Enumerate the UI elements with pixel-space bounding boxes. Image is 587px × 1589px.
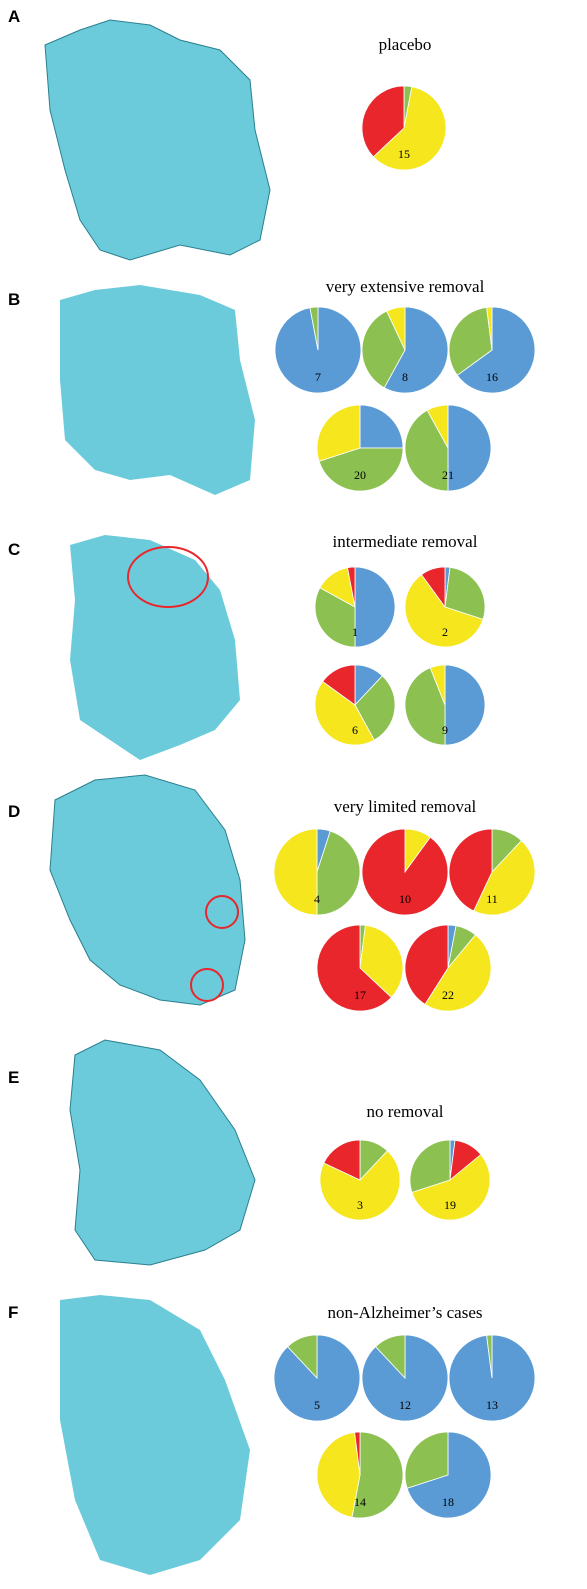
pie-slice bbox=[314, 680, 375, 746]
case-label: 5 bbox=[314, 1398, 320, 1412]
case-label: 18 bbox=[442, 1495, 454, 1509]
pie-slice bbox=[323, 1139, 361, 1181]
case-label: 2 bbox=[442, 625, 448, 639]
pie-slice bbox=[386, 306, 406, 351]
case-label: 1 bbox=[352, 625, 358, 639]
highlight-circle bbox=[127, 546, 209, 608]
case-label: 21 bbox=[442, 468, 454, 482]
panel-letter: C bbox=[8, 540, 20, 559]
panel-title: very limited removal bbox=[334, 797, 477, 816]
pie-slice bbox=[361, 85, 405, 158]
pie-slice bbox=[447, 404, 492, 492]
panel-letter: D bbox=[8, 802, 20, 821]
pie-slice bbox=[351, 1431, 404, 1519]
pie-slice bbox=[354, 566, 396, 648]
case-label: 12 bbox=[399, 1398, 411, 1412]
pie-slice bbox=[473, 840, 536, 916]
case-label: 15 bbox=[398, 147, 410, 161]
brain-section bbox=[60, 285, 255, 495]
pie-slice bbox=[429, 664, 446, 706]
case-label: 8 bbox=[402, 370, 408, 384]
pie-slice bbox=[409, 1139, 451, 1193]
pie-slice bbox=[361, 310, 406, 389]
case-label: 19 bbox=[444, 1198, 456, 1212]
pie-slice bbox=[314, 587, 356, 648]
pie-slice bbox=[404, 574, 484, 648]
pie-slice bbox=[318, 447, 404, 492]
pie-slice bbox=[316, 404, 361, 462]
pie-slice bbox=[316, 830, 361, 916]
pie-slice bbox=[456, 306, 536, 394]
panel-title: no removal bbox=[367, 1102, 444, 1121]
pie-slice bbox=[273, 828, 318, 916]
case-label: 20 bbox=[354, 468, 366, 482]
case-label: 10 bbox=[399, 892, 411, 906]
brain-section bbox=[69, 1039, 256, 1266]
panel-title: intermediate removal bbox=[333, 532, 478, 551]
panel-letter: E bbox=[8, 1068, 19, 1087]
highlight-circle bbox=[190, 968, 224, 1002]
panel-letter: F bbox=[8, 1303, 18, 1322]
pie-slice bbox=[444, 664, 486, 746]
case-label: 16 bbox=[486, 370, 498, 384]
pie-slice bbox=[374, 1334, 406, 1380]
pie-slice bbox=[404, 667, 446, 746]
pie-slice bbox=[404, 1431, 449, 1489]
pie-slice bbox=[319, 1150, 401, 1221]
pie-slice bbox=[404, 409, 449, 492]
panel-title: non-Alzheimer’s cases bbox=[328, 1303, 483, 1322]
pie-slice bbox=[354, 675, 396, 741]
pie-slice bbox=[420, 566, 446, 609]
pie-slice bbox=[404, 924, 449, 1005]
pie-slice bbox=[486, 306, 493, 351]
panel-letter: B bbox=[8, 290, 20, 309]
pie-slice bbox=[361, 828, 449, 916]
case-label: 7 bbox=[315, 370, 321, 384]
panel-title: very extensive removal bbox=[326, 277, 485, 296]
case-label: 4 bbox=[314, 892, 320, 906]
case-label: 14 bbox=[354, 1495, 366, 1509]
pie-slice bbox=[448, 306, 493, 376]
pie-slice bbox=[444, 566, 486, 620]
pie-slice bbox=[372, 86, 447, 171]
pie-slice bbox=[411, 1153, 491, 1221]
pie-slice bbox=[309, 306, 319, 351]
highlight-circle bbox=[205, 895, 239, 929]
brain-sections bbox=[44, 19, 271, 1575]
case-label: 17 bbox=[354, 988, 366, 1002]
pie-slice bbox=[359, 924, 404, 999]
pie-slice bbox=[316, 1431, 361, 1518]
panel-letter: A bbox=[8, 7, 20, 26]
pie-slice bbox=[383, 306, 449, 394]
pie-slice bbox=[354, 1431, 361, 1476]
panel-title: placebo bbox=[379, 35, 432, 54]
case-label: 9 bbox=[442, 723, 448, 737]
case-label: 11 bbox=[486, 892, 498, 906]
pie-slice bbox=[406, 1431, 492, 1519]
pie-slice bbox=[424, 934, 492, 1012]
case-label: 3 bbox=[357, 1198, 363, 1212]
case-label: 22 bbox=[442, 988, 454, 1002]
brain-section bbox=[49, 774, 246, 1006]
pie-slice bbox=[322, 664, 356, 706]
case-label: 6 bbox=[352, 723, 358, 737]
pie-slice bbox=[448, 828, 493, 912]
brain-section bbox=[60, 1295, 250, 1575]
case-label: 13 bbox=[486, 1398, 498, 1412]
brain-section bbox=[70, 535, 240, 760]
pie-slice bbox=[347, 566, 356, 608]
pie-slice bbox=[426, 404, 449, 449]
pie-slice bbox=[286, 1334, 318, 1380]
pie-slice bbox=[486, 1334, 493, 1379]
brain-section bbox=[44, 19, 271, 261]
pie-slice bbox=[316, 924, 392, 1012]
pie-slice bbox=[359, 404, 404, 449]
